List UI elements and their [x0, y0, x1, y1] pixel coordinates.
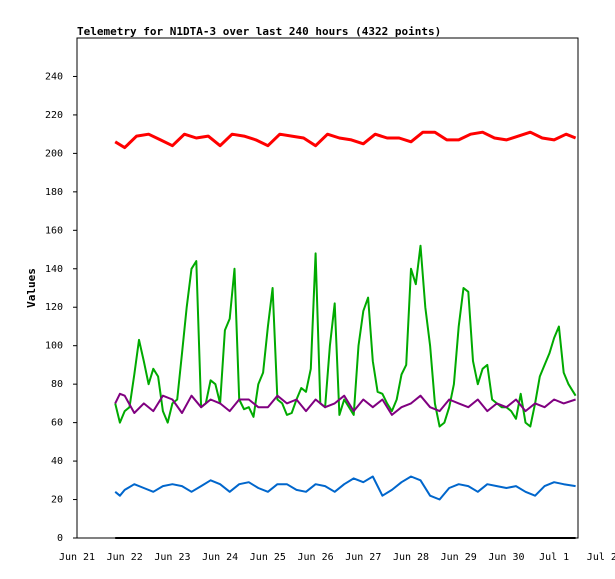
y-tick-label: 0	[57, 533, 63, 544]
x-tick-label: Jun 29	[441, 552, 477, 563]
y-tick-label: 220	[45, 110, 63, 121]
chart-title: Telemetry for N1DTA-3 over last 240 hour…	[77, 25, 441, 38]
y-axis: 0 20 40 60 80 100 120 140 160 180 200 220 240	[45, 71, 77, 544]
x-tick-label: Jun 27	[345, 552, 381, 563]
y-tick-label: 160	[45, 225, 63, 236]
y-tick-label: 40	[51, 456, 63, 467]
y-tick-label: 200	[45, 148, 63, 159]
x-tick-label: Jun 22	[107, 552, 143, 563]
x-tick-label: Jul 2	[587, 552, 615, 563]
series-line	[114, 244, 577, 428]
x-axis: Jun 21 Jun 22 Jun 23 Jun 24 Jun 25 Jun 26 Jun …	[59, 552, 615, 563]
plot-frame	[76, 37, 579, 539]
series-line	[114, 130, 577, 150]
y-axis-label: Values	[25, 268, 38, 308]
x-tick-label: Jun 26	[298, 552, 334, 563]
series-line	[114, 475, 576, 501]
x-tick-label: Jun 30	[488, 552, 524, 563]
x-tick-label: Jun 21	[59, 552, 95, 563]
series-line	[114, 392, 576, 416]
y-tick-label: 140	[45, 264, 63, 275]
y-tick-label: 20	[51, 495, 63, 506]
series-group	[114, 130, 577, 539]
y-tick-label: 120	[45, 302, 63, 313]
x-tick-label: Jun 24	[202, 552, 238, 563]
y-tick-label: 180	[45, 187, 63, 198]
y-tick-label: 60	[51, 418, 63, 429]
y-tick-label: 100	[45, 341, 63, 352]
x-tick-label: Jun 25	[250, 552, 286, 563]
y-tick-label: 240	[45, 71, 63, 82]
x-tick-label: Jun 23	[154, 552, 190, 563]
y-tick-label: 80	[51, 379, 63, 390]
x-tick-label: Jul 1	[539, 552, 569, 563]
x-tick-label: Jun 28	[393, 552, 429, 563]
